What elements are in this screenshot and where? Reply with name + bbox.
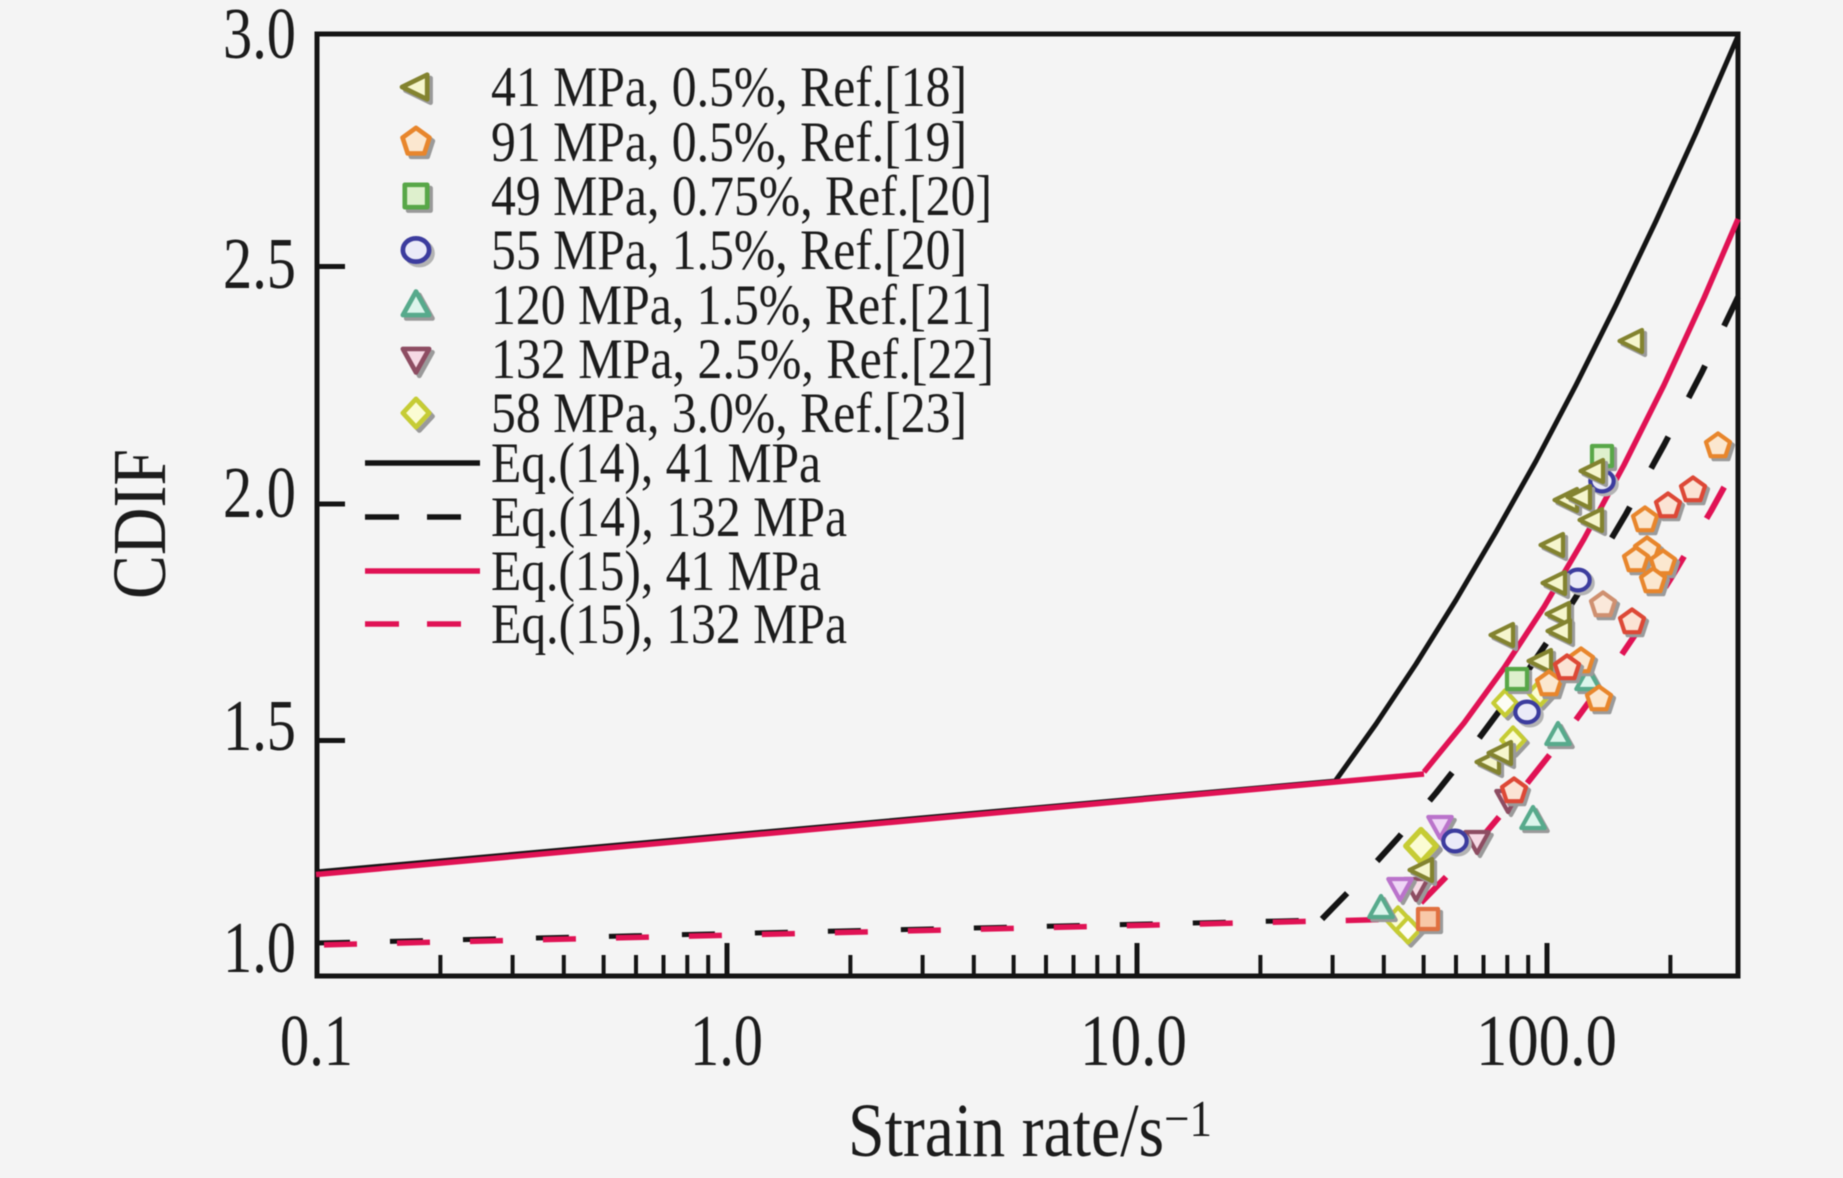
svg-text:1.0: 1.0 [223,907,296,988]
svg-text:10.0: 10.0 [1080,1000,1187,1081]
svg-text:120 MPa, 1.5%, Ref.[21]: 120 MPa, 1.5%, Ref.[21] [491,274,992,337]
svg-text:55 MPa, 1.5%, Ref.[20]: 55 MPa, 1.5%, Ref.[20] [491,219,967,282]
svg-text:Eq.(15), 41 MPa: Eq.(15), 41 MPa [491,540,821,603]
svg-text:91 MPa, 0.5%, Ref.[19]: 91 MPa, 0.5%, Ref.[19] [491,111,967,174]
svg-text:0.1: 0.1 [280,1000,353,1081]
svg-text:1.5: 1.5 [223,685,296,766]
svg-text:Eq.(14), 41 MPa: Eq.(14), 41 MPa [491,432,821,495]
svg-text:49 MPa, 0.75%, Ref.[20]: 49 MPa, 0.75%, Ref.[20] [491,165,992,228]
svg-text:2.5: 2.5 [223,223,296,304]
svg-text:Strain rate/s−1: Strain rate/s−1 [848,1089,1212,1173]
svg-text:3.0: 3.0 [223,0,296,74]
svg-text:58 MPa, 3.0%, Ref.[23]: 58 MPa, 3.0%, Ref.[23] [491,382,967,445]
svg-text:2.0: 2.0 [223,452,296,533]
svg-text:41 MPa, 0.5%, Ref.[18]: 41 MPa, 0.5%, Ref.[18] [491,56,967,119]
svg-text:Eq.(14), 132 MPa: Eq.(14), 132 MPa [491,486,847,549]
svg-text:CDIF: CDIF [98,449,182,599]
svg-text:1.0: 1.0 [690,1000,763,1081]
svg-text:100.0: 100.0 [1476,1000,1617,1081]
svg-text:132 MPa, 2.5%, Ref.[22]: 132 MPa, 2.5%, Ref.[22] [491,328,994,391]
svg-text:Eq.(15), 132 MPa: Eq.(15), 132 MPa [491,593,847,656]
